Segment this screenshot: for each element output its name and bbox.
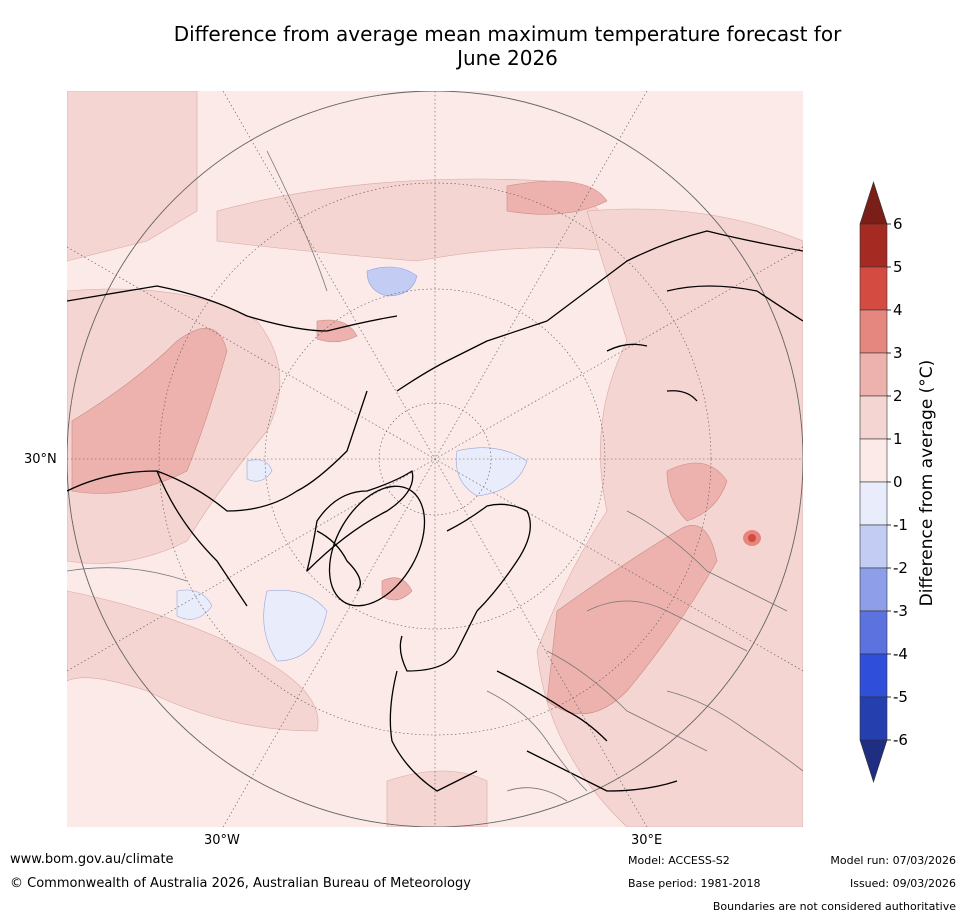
issued-date: Issued: 09/03/2026: [849, 877, 956, 890]
colorbar-tick-label: -1: [893, 516, 908, 534]
national-boundaries: [67, 150, 803, 802]
colorbar-tick-label: 3: [893, 344, 903, 362]
graticule: [67, 91, 803, 827]
colorbar-tick-label: -2: [893, 559, 908, 577]
website-url[interactable]: www.bom.gov.au/climate: [10, 852, 174, 867]
anomaly-fill-2-3: [71, 180, 728, 715]
colorbar-tick-label: -5: [893, 688, 908, 706]
copyright-text: © Commonwealth of Australia 2026, Austra…: [10, 876, 471, 891]
title-line-1: Difference from average mean maximum tem…: [173, 22, 842, 46]
colorbar-band: [859, 438, 888, 483]
colorbar-band: [859, 395, 888, 440]
colorbar-band: [859, 696, 888, 741]
colorbar-band: [859, 309, 888, 354]
colorbar-band: [859, 266, 888, 311]
colorbar: 6 5 4 3 2 1 0 -1 -2 -3 -4 -5 -6: [859, 181, 908, 783]
latitude-label-30n: 30°N: [24, 452, 57, 467]
model-info: Model: ACCESS-S2: [628, 854, 730, 867]
colorbar-band: [859, 653, 888, 698]
boundaries-disclaimer: Boundaries are not considered authoritat…: [712, 900, 956, 913]
colorbar-tick-label: 4: [893, 301, 903, 319]
longitude-label-30w: 30°W: [204, 833, 240, 848]
colorbar-tick-label: 5: [893, 258, 903, 276]
colorbar-band: [859, 524, 888, 569]
colorbar-band: [859, 223, 888, 268]
title-line-2: June 2026: [457, 46, 558, 70]
map-panel[interactable]: [67, 91, 803, 827]
anomaly-fill-neg-1-0: [176, 447, 528, 662]
anomaly-fill-neg-2-1: [366, 266, 418, 297]
colorbar-under-arrow: [859, 739, 888, 783]
colorbar-over-arrow: [859, 181, 888, 225]
greenland: [328, 485, 426, 607]
colorbar-tick-label: -3: [893, 602, 908, 620]
chart-title: Difference from average mean maximum tem…: [60, 22, 955, 70]
colorbar-tick-label: 2: [893, 387, 903, 405]
colorbar-tick-label: -6: [893, 731, 908, 749]
colorbar-tick-label: 6: [893, 215, 903, 233]
colorbar-band: [859, 481, 888, 526]
colorbar-band: [859, 352, 888, 397]
coastlines: [67, 230, 803, 792]
base-period: Base period: 1981-2018: [628, 877, 761, 890]
colorbar-band: [859, 567, 888, 612]
map-canvas: [67, 91, 803, 827]
anomaly-fill-4-5: [748, 534, 756, 542]
colorbar-band: [859, 610, 888, 655]
colorbar-tick-label: 1: [893, 430, 903, 448]
longitude-label-30e: 30°E: [631, 833, 663, 848]
colorbar-tick-label: -4: [893, 645, 908, 663]
model-run-date: Model run: 07/03/2026: [830, 854, 956, 867]
colorbar-tick-label: 0: [893, 473, 903, 491]
colorbar-label: Difference from average (°C): [917, 359, 937, 607]
